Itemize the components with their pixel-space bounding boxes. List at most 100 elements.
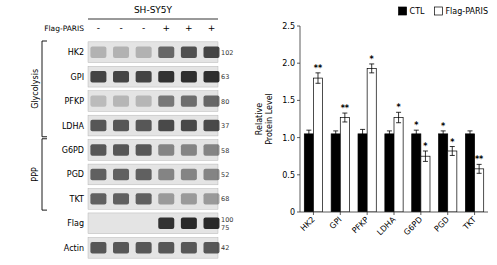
blot-strip (88, 115, 218, 136)
row-label: Flag (67, 219, 84, 228)
band (113, 71, 129, 82)
y-tick (297, 212, 300, 213)
band (113, 218, 129, 229)
mw-label: 52 (221, 171, 229, 179)
mw-label: 37 (221, 122, 229, 130)
x-tick-label: HK2 (299, 215, 317, 233)
bar (439, 134, 448, 212)
band (181, 120, 197, 131)
error-bar (360, 129, 365, 138)
band (181, 95, 197, 106)
band (181, 242, 197, 253)
band (90, 242, 106, 253)
blot-panel: SH-SY5YFlag-PARIS---+++HK2102GPI63PFKP80… (31, 5, 233, 258)
band (158, 242, 174, 253)
bar (358, 134, 367, 212)
band (136, 71, 152, 82)
band (204, 193, 220, 204)
column-sign: + (185, 23, 193, 33)
error-bar (306, 130, 311, 137)
y-tick (297, 174, 300, 175)
band (113, 144, 129, 155)
group-label: Glycolysis (31, 69, 40, 109)
x-tick-label: TKT (461, 215, 478, 232)
blot-strip (88, 140, 218, 161)
error-bar (414, 130, 419, 137)
bar (475, 169, 484, 212)
error-bar (342, 113, 347, 122)
legend: CTLFlag-PARIS (399, 7, 488, 16)
band (90, 120, 106, 131)
column-sign: + (208, 23, 216, 33)
error-bar (315, 73, 320, 83)
bar (421, 156, 430, 212)
band (113, 193, 129, 204)
significance: ** (341, 104, 350, 113)
blot-strip (88, 42, 218, 63)
y-tick-label: 1.5 (282, 96, 295, 105)
bar (304, 134, 313, 212)
row-label: G6PD (62, 146, 84, 155)
band (181, 144, 197, 155)
mw-label: 63 (221, 73, 229, 81)
bars (304, 64, 483, 212)
band (90, 71, 106, 82)
x-tick-label: G6PD (402, 215, 424, 237)
y-axis-label: Protein Level (265, 93, 274, 145)
y-tick-label: 1.0 (282, 134, 295, 143)
x-tick (313, 212, 314, 215)
band (158, 71, 174, 82)
band (181, 47, 197, 58)
significance: * (396, 103, 401, 112)
y-tick-label: 0 (290, 208, 295, 217)
bar (412, 134, 421, 212)
y-tick (297, 26, 300, 27)
band (181, 71, 197, 82)
band (136, 95, 152, 106)
row-label: Actin (64, 244, 84, 253)
band (113, 47, 129, 58)
column-sign: - (142, 23, 145, 33)
band (204, 47, 220, 58)
mw-label: 75 (221, 224, 229, 232)
band (158, 95, 174, 106)
y-tick (297, 63, 300, 64)
legend-label: Flag-PARIS (446, 7, 488, 16)
band (158, 169, 174, 180)
x-tick (447, 212, 448, 215)
bar (448, 151, 457, 212)
x-tick (420, 212, 421, 215)
bar (367, 68, 376, 212)
blot-title: SH-SY5Y (134, 5, 173, 15)
y-tick-label: 0.5 (282, 171, 295, 180)
error-bar (441, 131, 446, 137)
error-bar (423, 151, 428, 161)
x-tick-label: PGD (433, 215, 452, 234)
band (158, 218, 174, 229)
group-label: PPP (31, 167, 40, 182)
bar (313, 78, 322, 212)
band (136, 193, 152, 204)
y-tick-label: 2.5 (282, 22, 295, 31)
band (90, 218, 106, 229)
significance: ** (475, 155, 484, 164)
error-bar (450, 147, 455, 156)
band (136, 120, 152, 131)
x-tick (474, 212, 475, 215)
blot-strip (88, 91, 218, 112)
band (136, 144, 152, 155)
error-bar (369, 64, 374, 73)
band (204, 144, 220, 155)
mw-label: 42 (221, 244, 229, 252)
row-label: GPI (71, 73, 84, 82)
error-bar (387, 131, 392, 137)
mw-label: 68 (221, 195, 229, 203)
title-underline (88, 19, 218, 20)
band (181, 193, 197, 204)
y-tick (297, 137, 300, 138)
bar (394, 118, 403, 212)
band (158, 47, 174, 58)
error-bar (477, 164, 482, 173)
group-bracket (42, 41, 47, 137)
column-sign: - (119, 23, 122, 33)
